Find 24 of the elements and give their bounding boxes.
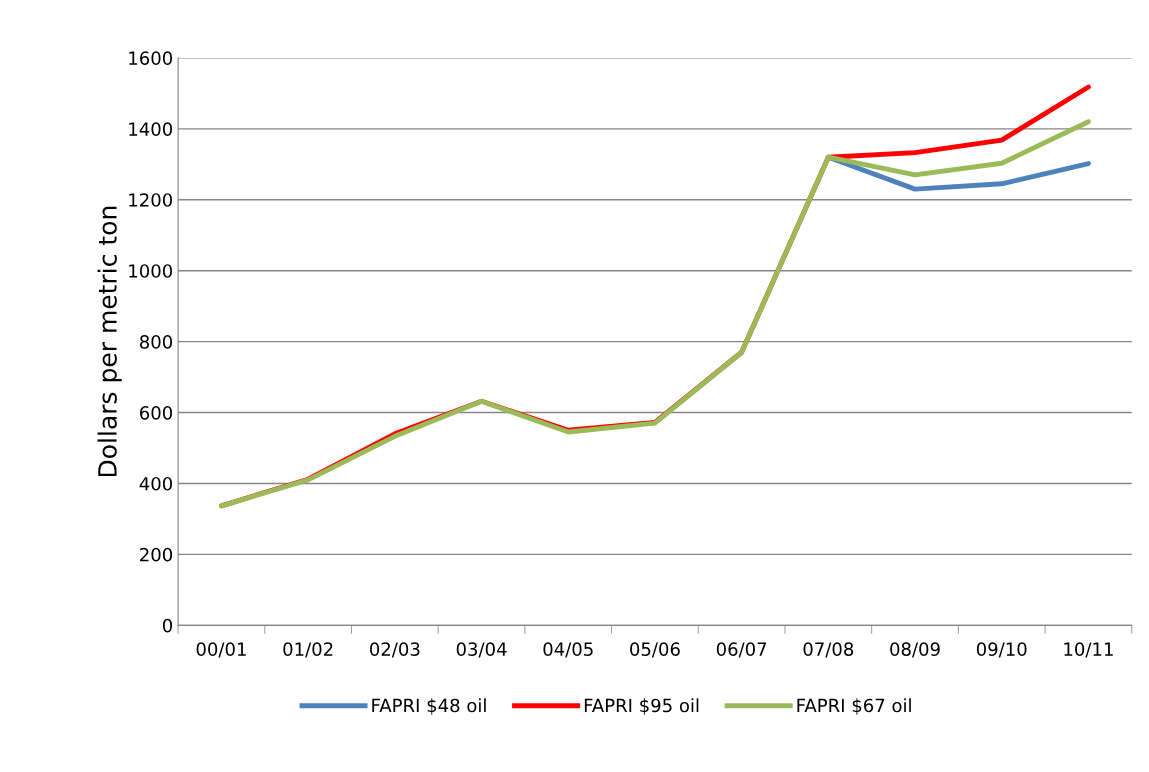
x-tick-label: 07/08 <box>803 642 854 658</box>
x-tick-label: 05/06 <box>630 642 680 658</box>
legend-label: FAPRI $95 oil <box>584 698 699 715</box>
x-tick-label: 00/01 <box>196 642 246 658</box>
x-tick-label: 01/02 <box>283 642 333 658</box>
y-tick-label: 0 <box>162 618 173 633</box>
x-tick-label: 08/09 <box>890 642 940 658</box>
x-tick-label: 04/05 <box>543 642 593 658</box>
y-axis-title: Dollars per metric ton <box>97 206 122 477</box>
y-tick-label: 1600 <box>129 51 173 66</box>
legend-label: FAPRI $67 oil <box>797 698 911 715</box>
x-tick-label: 10/11 <box>1064 642 1113 658</box>
x-tick-label: 09/10 <box>976 642 1027 658</box>
legend-label: FAPRI $48 oil <box>372 698 486 715</box>
y-tick-label: 1000 <box>129 264 173 278</box>
y-tick-label: 1200 <box>129 193 173 207</box>
y-tick-label: 200 <box>140 547 173 562</box>
y-tick-label: 600 <box>140 406 173 420</box>
y-tick-label: 400 <box>139 476 173 491</box>
x-tick-label: 06/07 <box>716 642 767 658</box>
y-tick-label: 800 <box>139 335 173 349</box>
x-tick-label: 03/04 <box>456 642 507 658</box>
y-tick-label: 1400 <box>129 122 173 136</box>
x-tick-label: 02/03 <box>370 642 420 658</box>
